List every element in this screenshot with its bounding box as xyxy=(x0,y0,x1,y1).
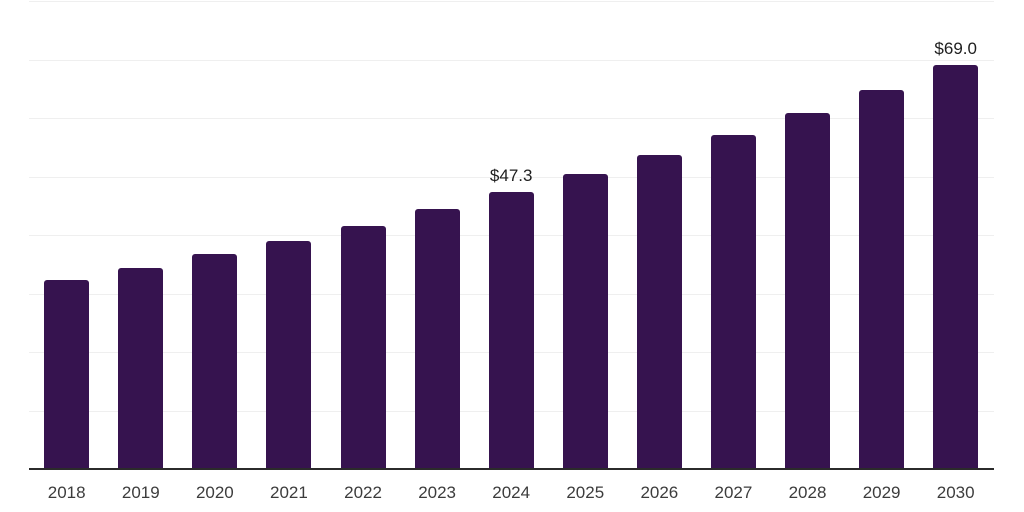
x-tick-2018: 2018 xyxy=(47,483,86,502)
bar-2024 xyxy=(488,192,534,469)
bar-2025 xyxy=(562,174,608,469)
x-tick-2024: 2024 xyxy=(492,483,531,502)
gridline-80 xyxy=(29,1,994,2)
data-label-2030: $69.0 xyxy=(934,39,977,59)
x-axis-line xyxy=(29,468,994,470)
bar-2030 xyxy=(933,65,979,469)
x-tick-2022: 2022 xyxy=(344,483,382,502)
bar-2020 xyxy=(192,254,238,469)
bar-2029 xyxy=(859,89,905,469)
x-tick-2026: 2026 xyxy=(640,483,679,502)
bar-2022 xyxy=(340,225,386,469)
gridline-70 xyxy=(29,59,994,61)
x-tick-2029: 2029 xyxy=(862,483,901,502)
bar-2018 xyxy=(44,280,90,469)
bar-2027 xyxy=(710,134,756,469)
x-tick-2027: 2027 xyxy=(714,483,753,502)
bar-2028 xyxy=(785,112,831,469)
bar-2023 xyxy=(414,209,460,469)
bar-2026 xyxy=(636,154,682,469)
x-tick-2021: 2021 xyxy=(270,483,308,502)
gridline-60 xyxy=(29,118,994,119)
x-tick-2019: 2019 xyxy=(121,483,160,502)
gridline-50 xyxy=(29,176,994,178)
bar-2021 xyxy=(266,240,312,469)
bar-2019 xyxy=(118,267,164,469)
x-tick-2020: 2020 xyxy=(195,483,234,502)
x-tick-2023: 2023 xyxy=(418,483,457,502)
data-label-2024: $47.3 xyxy=(489,166,533,186)
x-tick-2030: 2030 xyxy=(936,483,975,502)
x-tick-2028: 2028 xyxy=(788,483,827,502)
x-tick-2025: 2025 xyxy=(566,483,605,502)
